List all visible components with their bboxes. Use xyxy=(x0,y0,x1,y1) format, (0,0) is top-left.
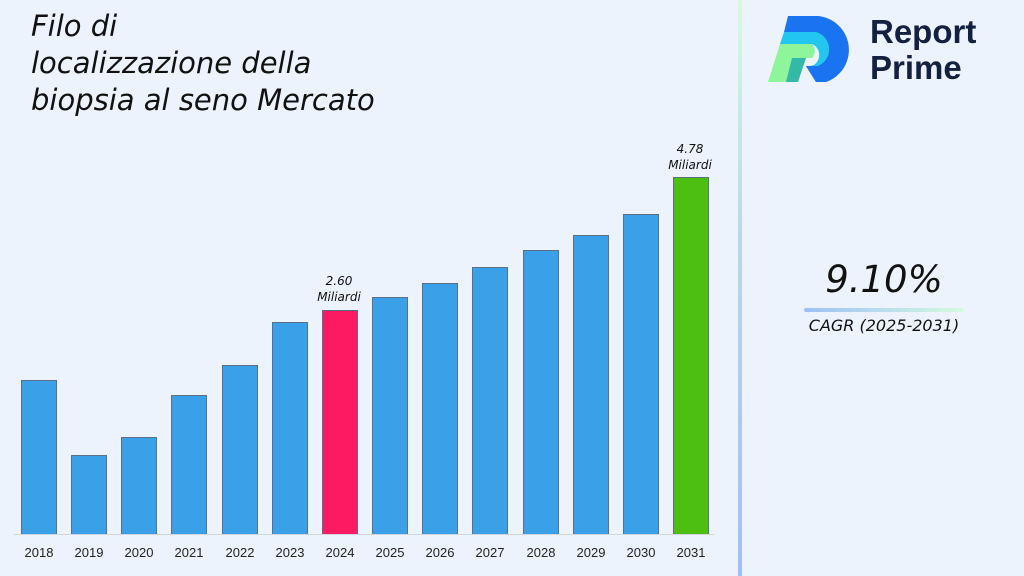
data-label-2031: 4.78 Miliardi xyxy=(650,141,730,173)
x-tick-label-2027: 2027 xyxy=(475,545,505,560)
vertical-divider xyxy=(738,0,742,576)
bar-2030 xyxy=(623,214,659,534)
x-tick-label-2025: 2025 xyxy=(375,545,405,560)
bar-2025 xyxy=(372,297,408,534)
x-tick-label-2026: 2026 xyxy=(425,545,455,560)
x-axis-line xyxy=(14,534,714,535)
logo-text-line-1: Report xyxy=(870,13,977,50)
x-tick-label-2020: 2020 xyxy=(124,545,154,560)
x-tick-label-2031: 2031 xyxy=(676,545,706,560)
cagr-label: CAGR (2025-2031) xyxy=(808,316,960,335)
x-tick-label-2021: 2021 xyxy=(174,545,204,560)
cagr-value: 9.10% xyxy=(825,258,943,301)
bar-2029 xyxy=(573,235,609,534)
bar-2018 xyxy=(21,380,57,534)
x-tick-label-2018: 2018 xyxy=(24,545,54,560)
bar-chart: 2018 2019 2020 2021 2022 2023 2024 2025 2026 2027… xyxy=(14,177,714,560)
bar-2022 xyxy=(222,365,258,534)
bar-2031 xyxy=(673,177,709,534)
report-prime-logo-icon xyxy=(768,16,849,82)
bar-2026 xyxy=(422,283,458,534)
logo-text-line-2: Prime xyxy=(870,49,962,86)
logo-text: Report Prime xyxy=(870,14,976,86)
data-label-2031-unit: Miliardi xyxy=(668,158,712,172)
data-label-2024-unit: Miliardi xyxy=(317,290,361,304)
data-label-2031-value: 4.78 xyxy=(676,142,704,156)
title-line-3: biopsia al seno Mercato xyxy=(31,83,375,117)
cagr-underline xyxy=(804,308,964,312)
bar-2023 xyxy=(272,322,308,534)
data-label-2024-value: 2.60 xyxy=(325,274,353,288)
x-tick-label-2028: 2028 xyxy=(526,545,556,560)
bar-2021 xyxy=(171,395,207,534)
bar-2019 xyxy=(71,455,107,534)
x-tick-label-2023: 2023 xyxy=(275,545,305,560)
bar-2028 xyxy=(523,250,559,534)
x-tick-label-2022: 2022 xyxy=(225,545,255,560)
x-tick-label-2024: 2024 xyxy=(325,545,355,560)
bar-2024 xyxy=(322,310,358,534)
data-label-2024: 2.60 Miliardi xyxy=(299,273,379,305)
title-line-1: Filo di xyxy=(31,9,118,43)
report-prime-logo: Report Prime xyxy=(766,14,1006,88)
bar-2027 xyxy=(472,267,508,534)
x-tick-label-2030: 2030 xyxy=(626,545,656,560)
x-tick-label-2019: 2019 xyxy=(74,545,104,560)
bar-2020 xyxy=(121,437,157,534)
x-tick-label-2029: 2029 xyxy=(576,545,606,560)
title-line-2: localizzazione della xyxy=(31,46,312,80)
chart-title: Filo di localizzazione della biopsia al … xyxy=(31,8,451,119)
